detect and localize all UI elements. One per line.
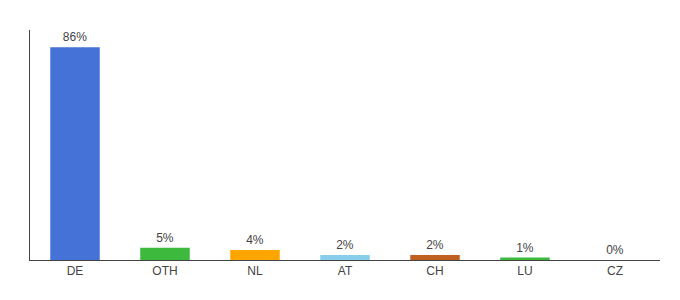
svg-text:LU: LU: [517, 264, 532, 278]
svg-text:4%: 4%: [246, 233, 264, 247]
svg-text:CH: CH: [426, 264, 443, 278]
svg-text:0%: 0%: [606, 243, 624, 257]
svg-text:86%: 86%: [63, 30, 87, 44]
svg-text:1%: 1%: [516, 241, 534, 255]
svg-text:OTH: OTH: [152, 264, 177, 278]
svg-text:AT: AT: [338, 264, 353, 278]
svg-text:2%: 2%: [426, 238, 444, 252]
svg-text:2%: 2%: [336, 238, 354, 252]
svg-text:DE: DE: [67, 264, 84, 278]
svg-text:5%: 5%: [156, 231, 174, 245]
svg-text:CZ: CZ: [607, 264, 623, 278]
svg-text:NL: NL: [247, 264, 263, 278]
